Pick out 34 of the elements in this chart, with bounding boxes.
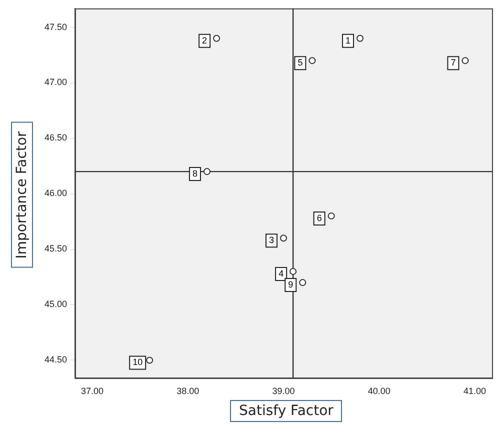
y-tick-label: 46.50	[44, 132, 67, 143]
point	[146, 356, 154, 364]
annotation: 9	[288, 280, 294, 290]
y-tick-label: 45.50	[44, 244, 67, 254]
x-tick-label: 38.00	[176, 386, 200, 396]
annotation: 3	[268, 235, 274, 246]
y-tick-label: 45.00	[44, 299, 67, 310]
point	[308, 57, 316, 64]
x-tick-label: 41.00	[464, 386, 486, 396]
y-tick-label: 47.00	[44, 77, 67, 88]
annotation: 5	[298, 58, 303, 68]
x-tick-label: 40.00	[368, 386, 390, 396]
annotation: 2	[202, 35, 208, 46]
point	[328, 212, 335, 220]
annotation: 7	[450, 58, 456, 68]
x-tick-label: 37.00	[80, 386, 104, 396]
y-tick-label: 44.50	[44, 354, 67, 365]
annotation: 8	[192, 168, 198, 179]
annotation: 10	[132, 357, 143, 368]
point	[290, 268, 297, 275]
point	[462, 57, 469, 64]
point	[299, 279, 306, 286]
annotation: 4	[278, 268, 284, 278]
y-axis-title: Importance Factor	[11, 122, 33, 268]
annotation: 1	[346, 35, 351, 46]
x-tick-label: 39.00	[272, 386, 295, 396]
y-tick-label: 46.00	[44, 188, 67, 198]
point	[356, 34, 364, 42]
point	[280, 234, 287, 242]
annotation: 6	[316, 212, 322, 223]
point	[203, 168, 210, 176]
y-tick-label: 47.50	[44, 22, 67, 32]
x-axis-title: Satisfy Factor	[230, 400, 342, 422]
point	[213, 34, 220, 42]
